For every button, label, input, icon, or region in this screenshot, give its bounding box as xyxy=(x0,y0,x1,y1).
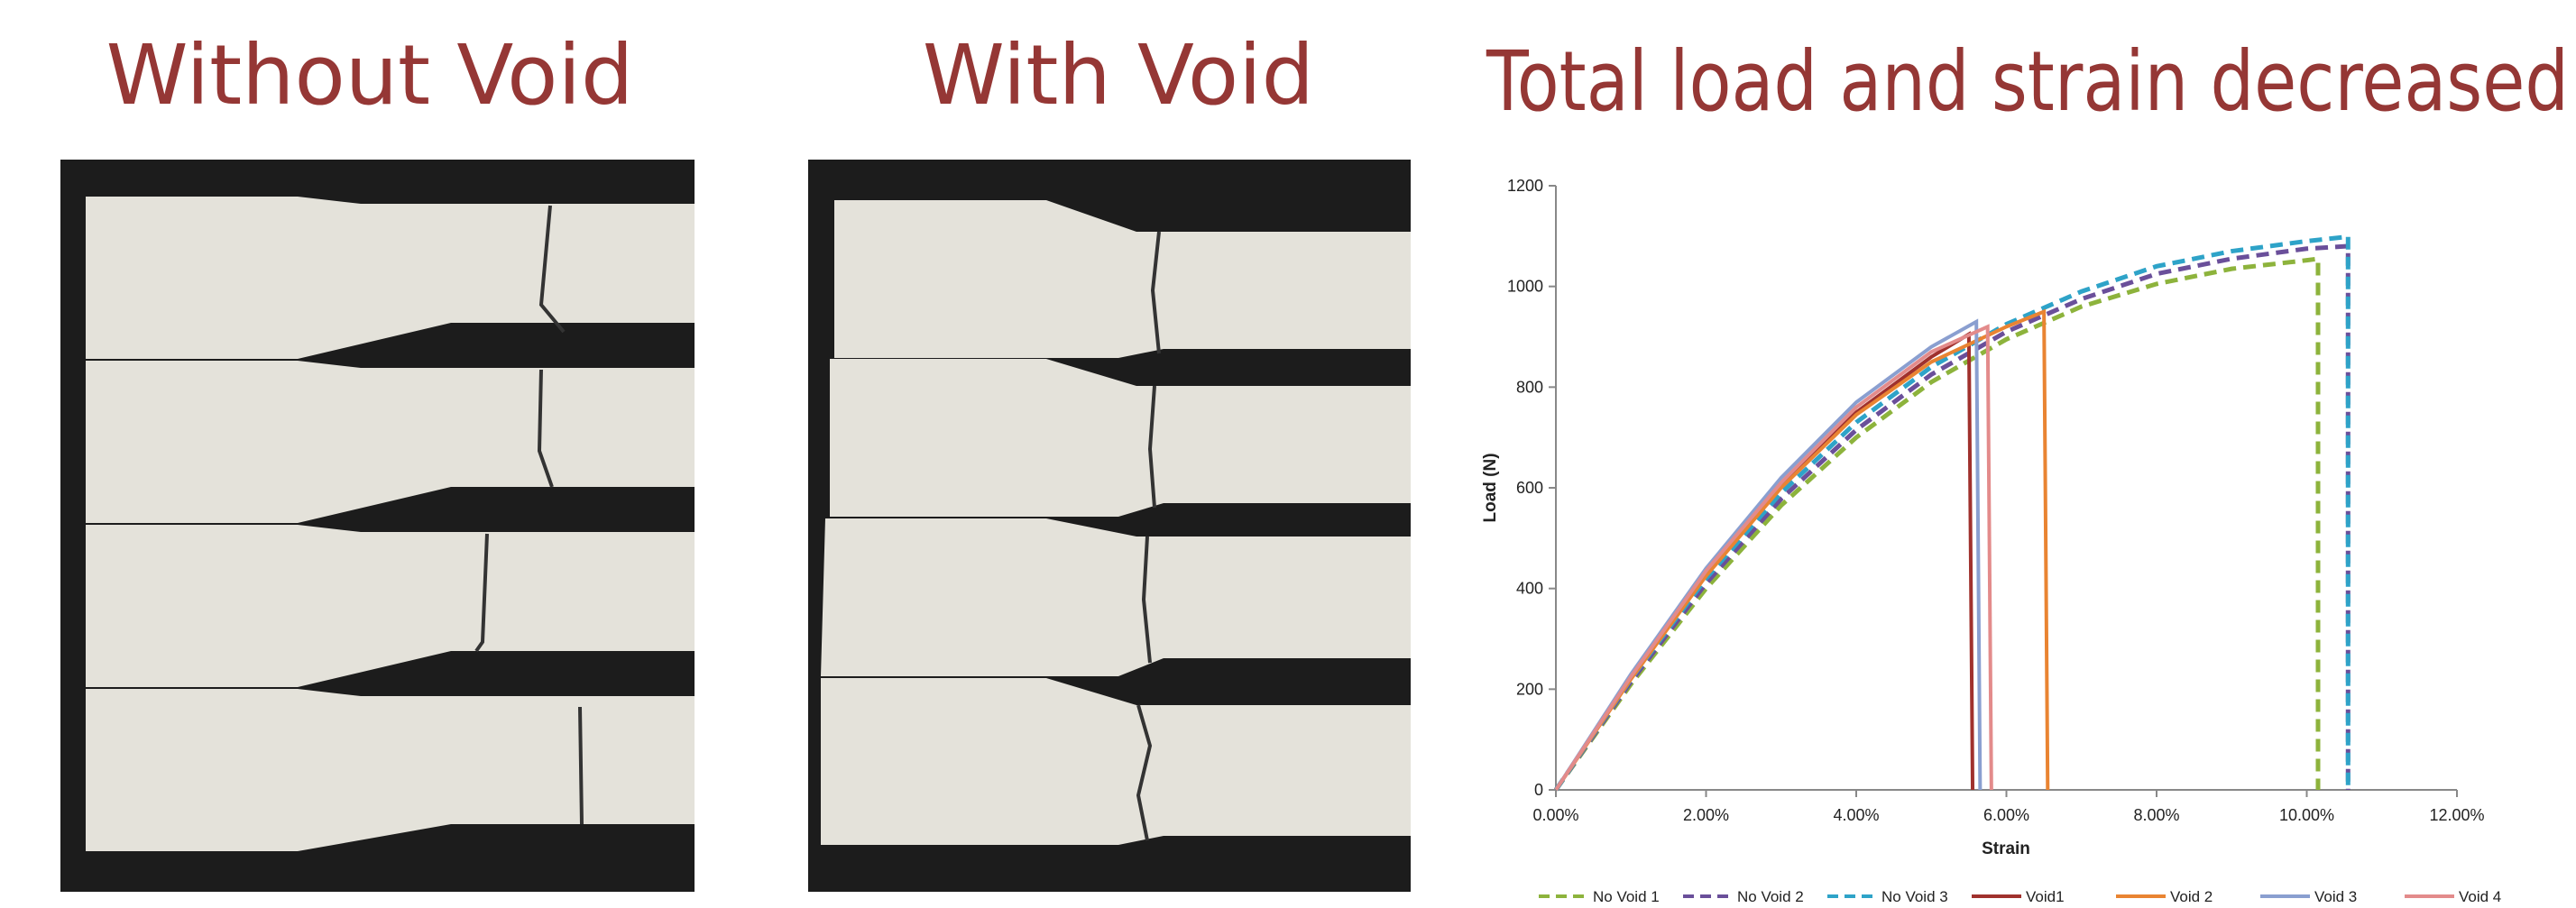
legend-label: Void 4 xyxy=(2459,888,2501,905)
y-tick-label: 0 xyxy=(1534,781,1543,799)
x-tick-label: 12.00% xyxy=(2429,806,2484,824)
photo-with-void xyxy=(808,160,1411,892)
plot xyxy=(1556,236,2348,790)
y-tick-label: 1000 xyxy=(1507,278,1543,296)
specimen xyxy=(821,518,1411,676)
panel-title: With Void xyxy=(923,27,1314,124)
x-tick-label: 0.00% xyxy=(1532,806,1578,824)
series-line xyxy=(1556,236,2348,790)
series-line xyxy=(1556,259,2318,790)
y-tick-label: 600 xyxy=(1516,479,1543,497)
y-tick-label: 400 xyxy=(1516,580,1543,598)
x-tick-label: 6.00% xyxy=(1983,806,2029,824)
y-axis-label: Load (N) xyxy=(1481,453,1500,522)
y-tick-label: 1200 xyxy=(1507,177,1543,195)
series-line xyxy=(1556,246,2348,790)
y-tick-label: 200 xyxy=(1516,680,1543,698)
photo-without-void xyxy=(60,160,695,892)
series-line xyxy=(1556,326,1992,790)
panel-title: Without Void xyxy=(106,27,634,124)
slide: Without Void With Void Total load and st… xyxy=(0,0,2576,908)
x-axis-label: Strain xyxy=(1982,839,2030,858)
x-tick-label: 10.00% xyxy=(2279,806,2334,824)
legend-label: No Void 3 xyxy=(1881,888,1948,905)
x-tick-label: 4.00% xyxy=(1833,806,1879,824)
series-line xyxy=(1556,335,1973,790)
series-line xyxy=(1556,312,2047,790)
legend-label: Void 3 xyxy=(2314,888,2357,905)
y-tick-label: 800 xyxy=(1516,378,1543,396)
x-tick-label: 2.00% xyxy=(1683,806,1729,824)
legend-label: Void 2 xyxy=(2170,888,2213,905)
legend-label: No Void 1 xyxy=(1593,888,1660,905)
legend-label: No Void 2 xyxy=(1737,888,1804,905)
x-tick-label: 8.00% xyxy=(2133,806,2179,824)
page: Without Void With Void Total load and st… xyxy=(0,0,2576,908)
chart-title: Total load and strain decreased xyxy=(1486,33,2569,130)
legend-label: Void1 xyxy=(2026,888,2065,905)
